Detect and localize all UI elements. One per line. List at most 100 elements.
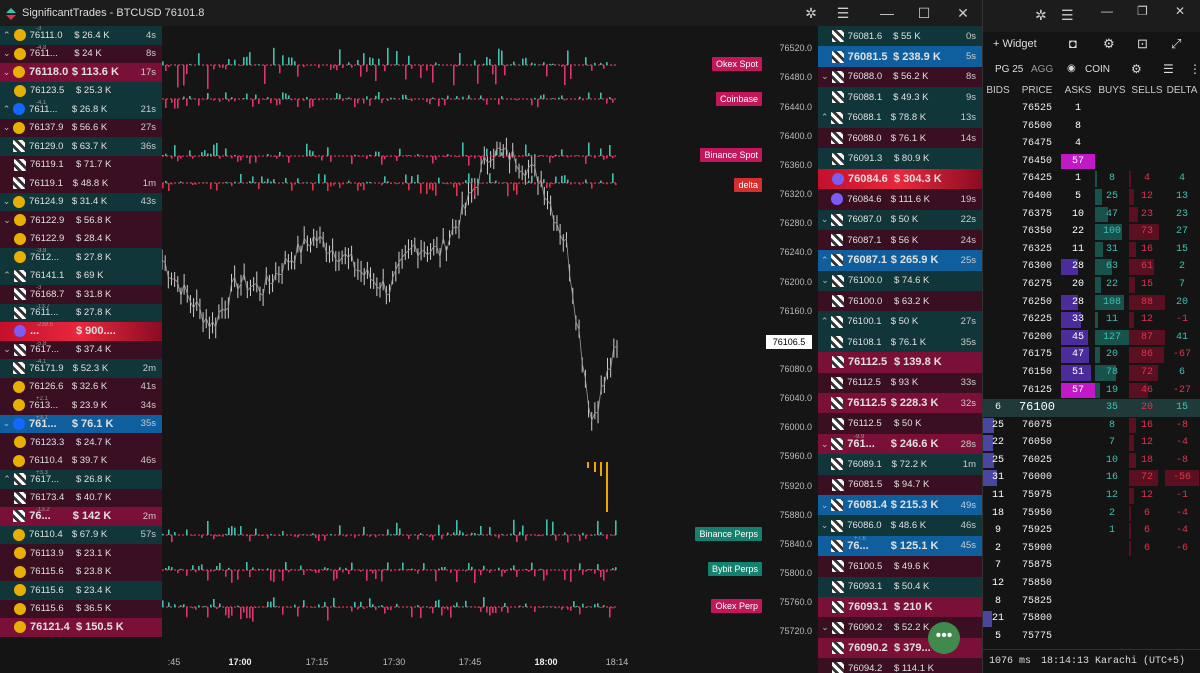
trade-amount: $ 76.1 K — [71, 417, 114, 430]
bid-row[interactable]: 7 75875 — [983, 557, 1200, 575]
bid-row[interactable]: 21 75800 — [983, 610, 1200, 628]
ask-row[interactable]: 76525 1 — [983, 100, 1200, 118]
column-header-buys[interactable]: BUYS — [1098, 85, 1126, 96]
column-header-delta[interactable]: DELTA — [1166, 85, 1198, 96]
ask-row[interactable]: 76125 57 19 46 -27 — [983, 382, 1200, 400]
ask-row[interactable]: 76400 5 25 12 13 — [983, 188, 1200, 206]
okex-spot-bar — [342, 65, 344, 69]
ask-row[interactable]: 76475 4 — [983, 135, 1200, 153]
binance-spot-bar — [384, 156, 386, 160]
trade-price: 76123.5 — [30, 85, 65, 97]
fullscreen-icon[interactable]: ⤢ — [1171, 36, 1182, 51]
more-icon[interactable]: ⋮ — [1189, 62, 1200, 76]
sells-bar — [1129, 364, 1159, 381]
okex-perp-bar — [174, 604, 176, 607]
column-header-asks[interactable]: ASKS — [1064, 85, 1092, 96]
ask-row[interactable]: 76375 10 47 23 23 — [983, 206, 1200, 224]
binance-spot-bar — [594, 156, 596, 159]
bid-row[interactable]: 8 75825 — [983, 593, 1200, 611]
menu-icon[interactable]: ☰ — [836, 4, 850, 21]
bids-bar — [983, 611, 993, 627]
trade-row: 76091.3 $ 80.9 K — [818, 148, 982, 169]
trade-row: ⌄ 76088.0 $ 56.2 K 8s — [818, 66, 982, 88]
bid-row[interactable]: 18 75950 2 6 -4 — [983, 505, 1200, 523]
dom-subtoolbar: PG 25 AGG ◉ COIN ⚙ ☰ ⋮ — [983, 58, 1200, 82]
minimize-button[interactable]: — — [880, 5, 894, 21]
settings-icon[interactable]: ⚙ — [1103, 36, 1115, 51]
series-tag[interactable]: Binance Perps — [695, 527, 762, 541]
bid-row[interactable]: 2 75900 6 -6 — [983, 540, 1200, 558]
ask-row[interactable]: 76275 20 22 15 7 — [983, 276, 1200, 294]
ask-row[interactable]: 76325 11 31 16 15 — [983, 241, 1200, 259]
trade-age: 57s — [140, 529, 156, 541]
minimize-button[interactable]: — — [1101, 4, 1113, 18]
column-header-bids[interactable]: BIDS — [986, 85, 1010, 96]
ask-row[interactable]: 76425 1 8 4 4 — [983, 170, 1200, 188]
bybit-perps-bar — [300, 565, 302, 570]
pg-label[interactable]: PG 25 — [995, 64, 1024, 75]
ask-row[interactable]: 76350 22 100 73 27 — [983, 223, 1200, 241]
bid-row[interactable]: 31 76000 16 72 -56 — [983, 469, 1200, 487]
series-tag[interactable]: Binance Spot — [700, 148, 762, 162]
binance-perps-bar — [306, 535, 308, 536]
column-header-sells[interactable]: SELLS — [1131, 85, 1163, 96]
bid-row[interactable]: 11 75975 12 12 -1 — [983, 487, 1200, 505]
ask-row[interactable]: 76150 51 78 72 6 — [983, 364, 1200, 382]
bid-row[interactable]: 9 75925 1 6 -4 — [983, 522, 1200, 540]
close-button[interactable]: ✕ — [957, 4, 969, 21]
series-tag[interactable]: Bybit Perps — [707, 562, 762, 576]
series-tag[interactable]: Okex Perp — [711, 599, 762, 613]
ask-row[interactable]: 76450 57 — [983, 153, 1200, 171]
bid-row[interactable]: 12 75850 — [983, 575, 1200, 593]
okex-spot-bar — [504, 65, 506, 76]
okex-perp-bar — [378, 606, 380, 607]
delta-bar — [534, 183, 536, 185]
okex-perp-bar — [453, 605, 455, 607]
sort-icon[interactable]: ☰ — [1163, 62, 1174, 76]
close-button[interactable]: ✕ — [1175, 4, 1186, 18]
ask-row[interactable]: 76300 28 63 61 2 — [983, 258, 1200, 276]
extensions-icon[interactable]: ✲ — [805, 4, 817, 21]
series-tag[interactable]: delta — [734, 178, 762, 192]
binance-perps-bar — [480, 525, 482, 535]
trade-size: -5.8 — [36, 340, 47, 347]
ask-row[interactable]: 76175 47 20 86 -67 — [983, 346, 1200, 364]
chart-canvas[interactable] — [162, 26, 818, 673]
trade-amount: $ 27.8 K — [76, 251, 112, 263]
delta-bar — [606, 183, 608, 185]
ask-row[interactable]: 76225 33 11 12 -1 — [983, 311, 1200, 329]
menu-icon[interactable]: ☰ — [1061, 7, 1074, 23]
binance-perps-bar — [237, 534, 239, 535]
coin-label[interactable]: COIN — [1085, 64, 1110, 75]
agg-label[interactable]: AGG — [1031, 64, 1054, 75]
trade-price: 7612... — [30, 251, 60, 263]
bid-row[interactable]: 5 75775 — [983, 628, 1200, 646]
ask-row[interactable]: 76200 45 127 87 41 — [983, 329, 1200, 347]
okex-spot-bar — [294, 61, 296, 65]
ask-row[interactable]: 76250 28 108 88 20 — [983, 294, 1200, 312]
asks-value: 22 — [1071, 226, 1084, 238]
bid-row[interactable]: 25 76075 8 16 -8 — [983, 417, 1200, 435]
bid-row[interactable]: 22 76050 7 12 -4 — [983, 434, 1200, 452]
bid-row[interactable]: 25 76025 10 18 -8 — [983, 452, 1200, 470]
ask-row[interactable]: 76500 8 — [983, 118, 1200, 136]
extensions-icon[interactable]: ✲ — [1035, 7, 1047, 23]
kraken-icon — [832, 172, 844, 185]
bid-row[interactable]: 475750 — [983, 645, 1200, 647]
trade-amount: $ 24 K — [74, 48, 102, 60]
series-tag[interactable]: Okex Spot — [711, 57, 762, 71]
camera-icon[interactable]: ◘ — [1069, 36, 1077, 51]
column-header-price[interactable]: PRICE — [1021, 85, 1053, 96]
trade-size: -3.8 — [36, 248, 47, 254]
bot-icon[interactable]: ⊡ — [1137, 36, 1148, 51]
series-tag[interactable]: Coinbase — [715, 92, 762, 106]
more-button[interactable]: ••• — [928, 622, 960, 654]
restore-button[interactable]: ❐ — [1137, 4, 1148, 18]
binance-perps-bar — [513, 519, 515, 535]
asks-bar — [1061, 347, 1090, 363]
settings-icon[interactable]: ⚙ — [1131, 62, 1142, 76]
current-price-row[interactable]: 6 76100 35 20 15 — [983, 399, 1200, 417]
add-widget-button[interactable]: + Widget — [993, 38, 1037, 50]
asks-bar — [1061, 364, 1092, 381]
maximize-button[interactable]: ☐ — [917, 4, 931, 21]
